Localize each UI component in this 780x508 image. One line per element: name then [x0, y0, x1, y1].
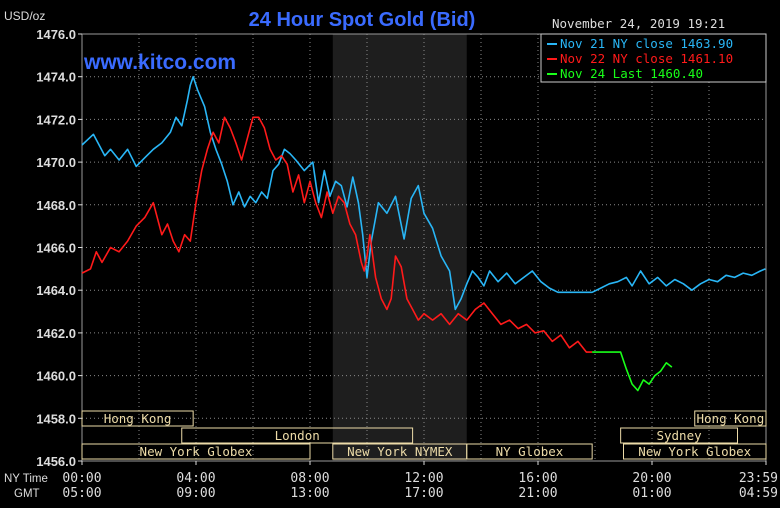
- unit-label: USD/oz: [4, 9, 45, 23]
- x-tick-label-ny: 12:00: [404, 471, 443, 486]
- legend-label-nov21: Nov 21 NY close 1463.90: [560, 36, 733, 51]
- session-box: [466, 443, 593, 460]
- legend-label-nov24: Nov 24 Last 1460.40: [560, 66, 703, 81]
- x-tick-label-ny: 08:00: [290, 471, 329, 486]
- x-tick-label-ny: 23:59: [739, 471, 778, 486]
- session-box: [81, 443, 311, 460]
- x-tick-label-ny: 16:00: [518, 471, 557, 486]
- session-box: [623, 443, 767, 460]
- session-box: [694, 410, 767, 427]
- session-label: Hong Kong: [697, 411, 765, 426]
- y-tick-label: 1456.0: [36, 454, 76, 469]
- legend-label-nov22: Nov 22 NY close 1461.10: [560, 51, 733, 66]
- y-tick-label: 1462.0: [36, 326, 76, 341]
- x-tick-label-ny: 00:00: [62, 471, 101, 486]
- session-label: New York Globex: [140, 444, 253, 459]
- x-tick-label-gmt: 21:00: [518, 486, 557, 501]
- watermark: www.kitco.com: [83, 51, 236, 74]
- y-tick-label: 1458.0: [36, 411, 76, 426]
- y-tick-label: 1460.0: [36, 369, 76, 384]
- y-tick-label: 1470.0: [36, 155, 76, 170]
- y-tick-label: 1474.0: [36, 70, 76, 85]
- x-tick-label-ny: 04:00: [176, 471, 215, 486]
- series-line-nov22: [81, 116, 593, 353]
- ny-time-row-label: NY Time: [4, 473, 48, 485]
- session-box: [181, 427, 414, 444]
- series-line-nov24: [592, 351, 673, 392]
- y-tick-label: 1476.0: [36, 27, 76, 42]
- x-tick-label-gmt: 01:00: [632, 486, 671, 501]
- session-label: New York Globex: [638, 444, 751, 459]
- series-line-nov21: [81, 75, 766, 311]
- session-label: Sydney: [656, 428, 702, 443]
- chart-title: 24 Hour Spot Gold (Bid): [249, 9, 476, 31]
- x-tick-label-gmt: 09:00: [176, 486, 215, 501]
- y-tick-label: 1464.0: [36, 283, 76, 298]
- price-series: [81, 75, 766, 392]
- timestamp: November 24, 2019 19:21: [552, 16, 725, 31]
- session-label: London: [275, 428, 320, 443]
- legend-box: [540, 33, 767, 83]
- gmt-row-label: GMT: [14, 488, 40, 500]
- x-tick-label-gmt: 04:59: [739, 486, 778, 501]
- session-label: Hong Kong: [104, 411, 172, 426]
- x-tick-label-gmt: 13:00: [290, 486, 329, 501]
- nymex-session-band: [332, 34, 467, 461]
- session-box: [620, 427, 739, 444]
- y-tick-label: 1468.0: [36, 198, 76, 213]
- x-tick-label-gmt: 17:00: [404, 486, 443, 501]
- x-tick-label-ny: 20:00: [632, 471, 671, 486]
- y-tick-label: 1472.0: [36, 112, 76, 127]
- session-label: NY Globex: [496, 444, 564, 459]
- session-label: New York NYMEX: [347, 444, 453, 459]
- y-axis-ticks: 1476.0 1474.0 1472.0 1470.0 1468.0 1466.0 1464…: [36, 27, 82, 469]
- y-tick-label: 1466.0: [36, 241, 76, 256]
- x-tick-label-gmt: 05:00: [62, 486, 101, 501]
